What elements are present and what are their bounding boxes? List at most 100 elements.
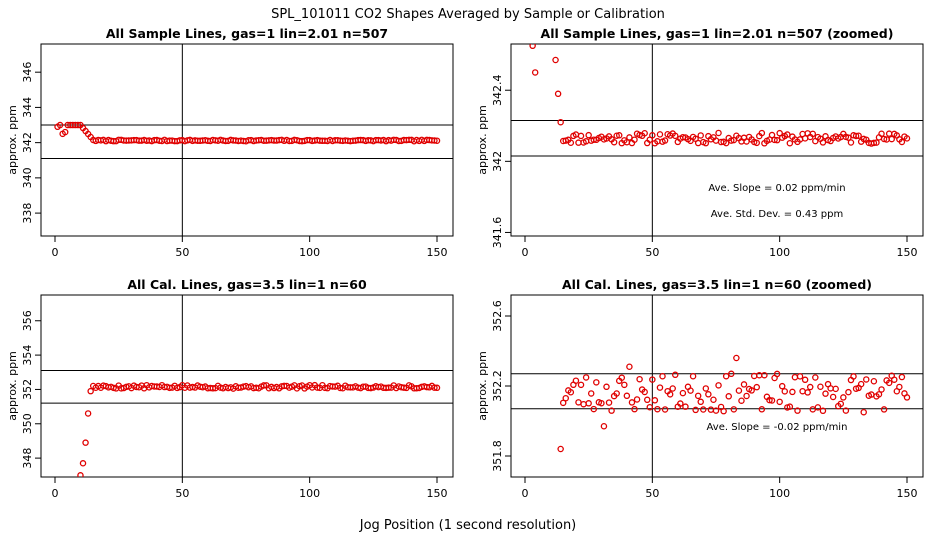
data-point — [870, 377, 878, 385]
data-point — [715, 382, 722, 389]
data-point — [855, 132, 862, 139]
data-point — [679, 389, 687, 397]
x-tick-label: 100 — [769, 246, 790, 259]
y-tick-label: 346 — [21, 62, 34, 83]
data-point — [778, 382, 786, 390]
data-point — [771, 136, 778, 144]
data-point — [870, 139, 878, 147]
data-point — [572, 377, 580, 384]
data-point — [209, 385, 217, 392]
data-point — [735, 387, 743, 394]
data-point — [687, 387, 694, 394]
data-point — [903, 135, 911, 142]
x-tick-label: 100 — [769, 487, 790, 500]
data-point — [56, 121, 64, 129]
data-point — [582, 374, 590, 381]
y-axis-label: approx. ppm — [6, 351, 19, 421]
data-point — [636, 375, 643, 383]
data-point — [643, 396, 651, 404]
data-point — [885, 130, 893, 137]
data-point — [600, 422, 608, 430]
data-point — [860, 408, 867, 416]
data-point — [880, 406, 888, 413]
data-point — [812, 374, 819, 381]
data-point — [725, 393, 732, 400]
data-point — [669, 385, 676, 392]
data-point — [82, 439, 89, 446]
data-point — [694, 139, 702, 147]
data-point — [781, 388, 789, 395]
data-point — [628, 399, 636, 406]
data-point — [433, 384, 441, 392]
y-tick-label: 342 — [491, 151, 504, 172]
y-axis-label: approx. ppm — [476, 105, 489, 175]
data-point — [659, 373, 666, 380]
x-tick-label: 150 — [427, 487, 448, 500]
data-point — [738, 397, 745, 404]
data-point — [758, 406, 766, 413]
data-point — [562, 394, 569, 402]
data-point — [733, 354, 740, 362]
data-point — [672, 132, 679, 140]
x-tick-label: 50 — [645, 487, 659, 500]
data-point — [661, 406, 669, 413]
data-point — [697, 398, 704, 406]
data-point — [626, 134, 633, 141]
y-tick-label: 352.2 — [491, 370, 504, 402]
data-point — [694, 392, 702, 400]
data-point — [615, 132, 623, 139]
data-point — [531, 69, 539, 76]
data-points — [77, 381, 441, 477]
data-point — [692, 406, 699, 414]
data-point — [753, 139, 760, 147]
data-point — [554, 90, 562, 98]
data-point — [697, 132, 704, 139]
data-point — [891, 376, 898, 383]
data-point — [580, 400, 587, 408]
data-point — [878, 386, 885, 393]
data-point — [605, 399, 613, 406]
data-point — [773, 370, 781, 378]
data-point — [863, 376, 870, 383]
data-point — [796, 373, 804, 380]
data-point — [700, 406, 707, 413]
y-tick-label: 354 — [21, 345, 34, 366]
data-point — [608, 407, 615, 414]
data-point — [822, 390, 829, 397]
data-point — [740, 381, 748, 388]
data-point — [87, 387, 94, 395]
y-tick-label: 348 — [21, 448, 34, 469]
data-point — [898, 138, 906, 146]
y-tick-label: 352 — [21, 379, 34, 400]
figure-title: SPL_101011 CO2 Shapes Averaged by Sample… — [271, 7, 665, 22]
data-point — [74, 121, 82, 129]
x-tick-label: 150 — [897, 246, 918, 259]
y-tick-label: 340 — [21, 167, 34, 188]
data-point — [728, 137, 735, 144]
y-tick-label: 351.8 — [491, 440, 504, 472]
data-point — [875, 391, 883, 398]
data-point — [758, 129, 766, 137]
x-tick-label: 0 — [522, 246, 529, 259]
panel-title: All Sample Lines, gas=1 lin=2.01 n=507 — [106, 26, 388, 41]
data-point — [885, 379, 893, 387]
x-tick-label: 0 — [522, 487, 529, 500]
plot-frame — [40, 43, 454, 237]
data-point — [649, 376, 656, 383]
data-point — [753, 383, 760, 391]
data-point — [707, 406, 715, 413]
data-point — [577, 132, 585, 140]
data-point — [814, 404, 822, 411]
data-point — [613, 132, 620, 139]
data-points — [54, 121, 441, 145]
data-point — [773, 136, 781, 144]
data-point — [710, 396, 717, 404]
x-tick-label: 100 — [299, 487, 320, 500]
data-point — [806, 383, 814, 391]
data-point — [722, 372, 730, 380]
x-tick-label: 50 — [175, 487, 189, 500]
data-point — [646, 403, 654, 411]
data-point — [603, 383, 610, 391]
data-point — [433, 137, 441, 144]
x-tick-label: 100 — [299, 246, 320, 259]
